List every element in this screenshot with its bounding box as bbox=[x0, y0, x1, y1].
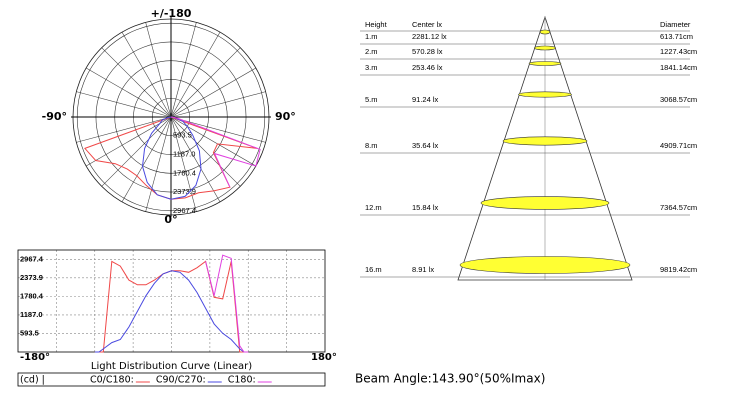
table-cell: 12.m bbox=[365, 203, 382, 212]
polar-curve bbox=[170, 116, 261, 188]
table-cell: 35.64 lx bbox=[412, 141, 439, 150]
spoke bbox=[145, 116, 172, 212]
x-tick-label: -180° bbox=[20, 352, 50, 363]
table-cell: 3068.57cm bbox=[660, 95, 697, 104]
y-tick-label: 1780.4 bbox=[20, 291, 44, 300]
beam-spot bbox=[534, 45, 556, 51]
table-cell: 2281.12 lx bbox=[412, 32, 447, 41]
table-cell: 3.m bbox=[365, 63, 378, 72]
spoke bbox=[170, 116, 257, 167]
polar-curve bbox=[141, 116, 202, 200]
table-cell: 570.28 lx bbox=[412, 47, 443, 56]
beam-spot bbox=[518, 91, 572, 98]
spoke bbox=[85, 67, 172, 118]
angle-label: +/-180 bbox=[151, 7, 192, 20]
table-cell: 8.91 lx bbox=[412, 265, 434, 274]
table-cell: 613.71cm bbox=[660, 32, 693, 41]
table-header: Center lx bbox=[412, 20, 442, 29]
y-tick-label: 593.5 bbox=[20, 328, 39, 337]
spoke bbox=[170, 116, 221, 203]
radial-label: 2373.9 bbox=[173, 187, 196, 196]
spoke bbox=[170, 116, 241, 187]
line-curve bbox=[94, 270, 249, 353]
beam-spot bbox=[459, 256, 631, 274]
legend-label: C90/C270: bbox=[156, 375, 206, 386]
legend-label: C180: bbox=[228, 375, 256, 386]
plot-frame bbox=[17, 249, 326, 353]
table-cell: 1841.14cm bbox=[660, 63, 697, 72]
legend-box bbox=[17, 372, 326, 387]
spoke bbox=[76, 91, 172, 118]
table-cell: 1227.43cm bbox=[660, 47, 697, 56]
table-cell: 16.m bbox=[365, 265, 382, 274]
spoke bbox=[101, 47, 172, 118]
table-header: Diameter bbox=[660, 20, 691, 29]
legend-unit: (cd) | bbox=[20, 375, 45, 386]
beam-angle: Beam Angle:143.90°(50%Imax) bbox=[355, 372, 545, 386]
spoke bbox=[145, 22, 172, 118]
table-header: Height bbox=[365, 20, 388, 29]
beam-spot bbox=[480, 196, 610, 210]
table-cell: 4909.71cm bbox=[660, 141, 697, 150]
table-cell: 8.m bbox=[365, 141, 378, 150]
spoke bbox=[170, 67, 257, 118]
table-cell: 9819.42cm bbox=[660, 265, 697, 274]
table-cell: 5.m bbox=[365, 95, 378, 104]
y-tick-label: 2967.4 bbox=[20, 254, 44, 263]
radial-label: 1780.4 bbox=[173, 168, 196, 177]
legend-label: C0/C180: bbox=[90, 375, 134, 386]
spoke bbox=[121, 31, 172, 118]
spoke bbox=[170, 47, 241, 118]
table-cell: 91.24 lx bbox=[412, 95, 439, 104]
table-cell: 2.m bbox=[365, 47, 378, 56]
spoke bbox=[170, 22, 197, 118]
spoke bbox=[170, 31, 221, 118]
radial-label: 1187.0 bbox=[173, 150, 195, 159]
line-curve bbox=[205, 254, 249, 353]
chart-title: Light Distribution Curve (Linear) bbox=[91, 361, 252, 372]
beam-spot bbox=[502, 136, 588, 146]
angle-label: 0° bbox=[164, 213, 177, 226]
spoke bbox=[121, 116, 172, 203]
y-tick-label: 1187.0 bbox=[20, 310, 43, 319]
spoke bbox=[85, 116, 172, 167]
spoke bbox=[76, 116, 172, 143]
x-tick-label: 180° bbox=[311, 352, 337, 363]
radial-label: 2967.4 bbox=[173, 206, 196, 215]
spoke bbox=[101, 116, 172, 187]
beam-spot bbox=[539, 29, 551, 35]
radial-label: 593.5 bbox=[173, 131, 192, 140]
table-cell: 253.46 lx bbox=[412, 63, 443, 72]
spoke bbox=[170, 116, 197, 212]
angle-label: 90° bbox=[275, 110, 296, 123]
beam-spot bbox=[528, 61, 562, 66]
angle-label: -90° bbox=[42, 110, 67, 123]
spoke bbox=[170, 91, 266, 118]
table-cell: 1.m bbox=[365, 32, 378, 41]
table-cell: 7364.57cm bbox=[660, 203, 697, 212]
table-cell: 15.84 lx bbox=[412, 203, 439, 212]
y-tick-label: 2373.9 bbox=[20, 273, 43, 282]
